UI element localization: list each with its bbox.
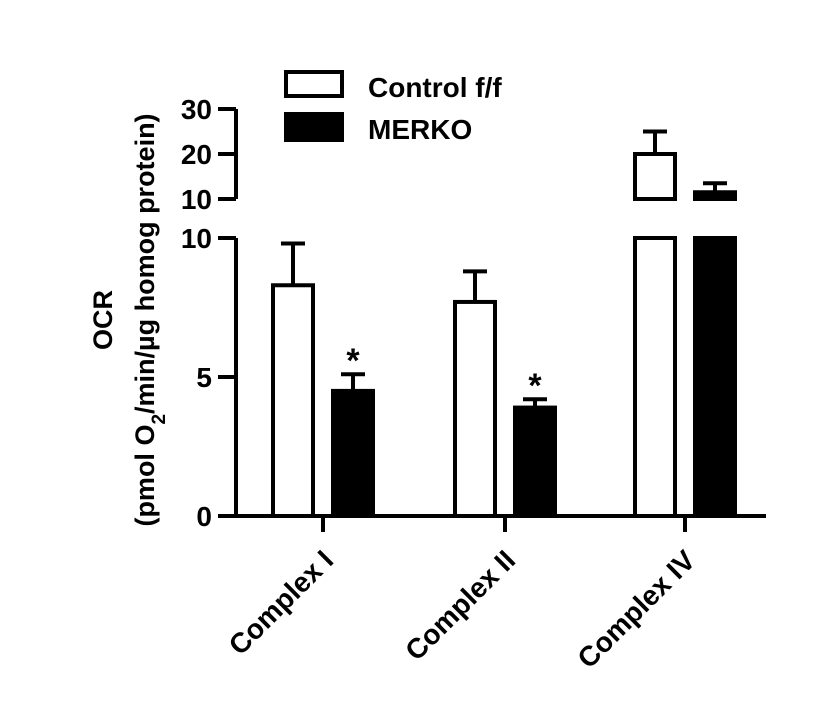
y-upper-tick-label-2: 30 xyxy=(181,94,212,125)
x-tick-label-1: Complex II xyxy=(399,544,521,666)
x-tick-label-0: Complex I xyxy=(223,544,340,661)
y-lower-tick-label-1: 5 xyxy=(196,362,212,393)
y-axis-title-line1: OCR xyxy=(88,290,118,350)
legend: Control f/f MERKO xyxy=(284,70,502,145)
bar-0-1 xyxy=(453,299,497,518)
significance-star-0: * xyxy=(346,342,360,380)
bar-0-2 xyxy=(633,236,677,518)
bar-1-1 xyxy=(513,405,557,518)
y-axis-title: OCR (pmol O2/min/µg homog protein) xyxy=(88,113,170,526)
labels: 0 5 10 10 20 30 Complex I * Complex II * Complex I… xyxy=(181,94,702,674)
bar-1-2 xyxy=(693,236,737,518)
bar-upper-1-2 xyxy=(693,190,737,201)
bar-upper-0-2 xyxy=(633,152,677,201)
bar-0-0 xyxy=(271,283,315,519)
significance-star-1: * xyxy=(528,367,542,405)
axes xyxy=(218,107,766,532)
legend-label-control: Control f/f xyxy=(368,72,502,103)
bars xyxy=(271,129,737,519)
legend-swatch-control xyxy=(284,70,344,98)
legend-label-merko: MERKO xyxy=(368,114,472,145)
x-tick-label-2: Complex IV xyxy=(571,544,701,674)
y-lower-tick-label-2: 10 xyxy=(181,223,212,254)
y-axis-title-line2: (pmol O2/min/µg homog protein) xyxy=(130,113,170,526)
bar-1-0 xyxy=(331,388,375,518)
legend-swatch-merko xyxy=(284,112,344,142)
y-lower-tick-label-0: 0 xyxy=(196,501,212,532)
y-upper-tick-label-0: 10 xyxy=(181,184,212,215)
y-upper-tick-label-1: 20 xyxy=(181,139,212,170)
